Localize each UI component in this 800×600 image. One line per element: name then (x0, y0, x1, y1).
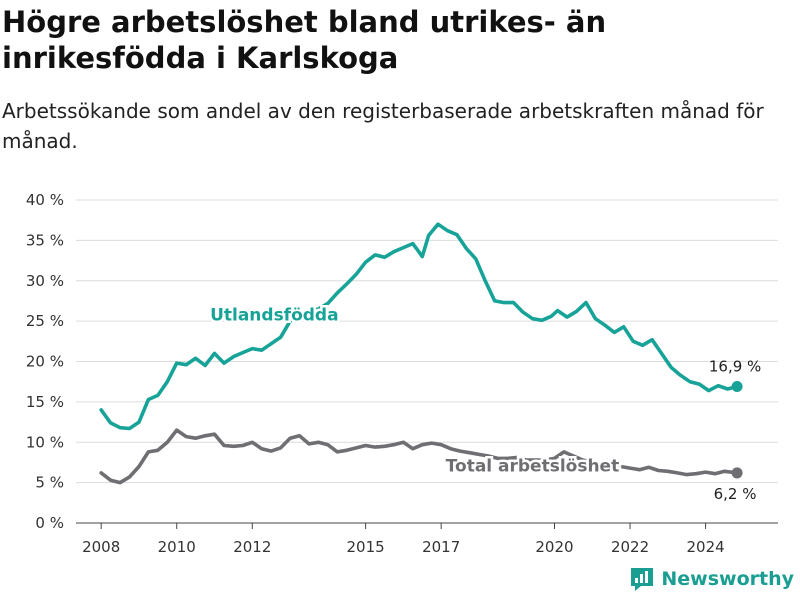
x-tick-label: 2015 (347, 538, 385, 556)
series-end-point (731, 381, 743, 393)
series-labels: 16,9 % 6,2 % Utlandsfödda Total arbetslöshe… (208, 303, 762, 503)
x-tick-label: 2022 (611, 538, 649, 556)
series-line-total (99, 428, 739, 485)
series-lines (99, 222, 743, 485)
chart-title: Högre arbetslöshet bland utrikes- än inr… (2, 5, 607, 75)
y-tick-label: 35 % (26, 231, 64, 249)
y-tick-label: 20 % (26, 353, 64, 371)
series-end-point (731, 467, 743, 479)
y-tick-label: 40 % (26, 191, 64, 209)
x-tick-label: 2012 (233, 538, 271, 556)
newsworthy-logo-icon (631, 568, 654, 591)
y-tick-label: 25 % (26, 312, 64, 330)
series-end-value-label: 16,9 % (709, 358, 761, 376)
x-tick-label: 2008 (82, 538, 120, 556)
x-tick-label: 2024 (687, 538, 725, 556)
x-tick-label: 2010 (158, 538, 196, 556)
chart-subtitle: Arbetssökande som andel av den registerb… (2, 99, 764, 153)
series-end-value-label: 6,2 % (714, 485, 757, 503)
brand-name: Newsworthy (661, 568, 794, 590)
series-line-utlandsfodda (99, 222, 739, 431)
y-tick-label: 0 % (35, 514, 64, 532)
x-axis-ticks: 2008 2010 2012 2015 2017 2020 2022 2024 (82, 523, 725, 556)
y-axis-ticks: 0 % 5 % 10 % 15 % 20 % 25 % 30 % 35 % 40 % (26, 191, 64, 532)
newsworthy-brand: Newsworthy (629, 566, 794, 592)
line-chart: 0 %5 %10 %15 %20 %25 %30 %35 %40 % 2008 2… (26, 191, 778, 556)
gridlines (76, 199, 778, 524)
series-label-utlandsfodda: Utlandsfödda (210, 305, 339, 325)
x-tick-label: 2020 (535, 538, 573, 556)
x-tick-label: 2017 (422, 538, 460, 556)
y-tick-label: 10 % (26, 433, 64, 451)
y-tick-label: 5 % (35, 474, 64, 492)
y-tick-label: 30 % (26, 272, 64, 290)
y-tick-label: 15 % (26, 393, 64, 411)
series-label-total: Total arbetslöshet (446, 456, 620, 476)
